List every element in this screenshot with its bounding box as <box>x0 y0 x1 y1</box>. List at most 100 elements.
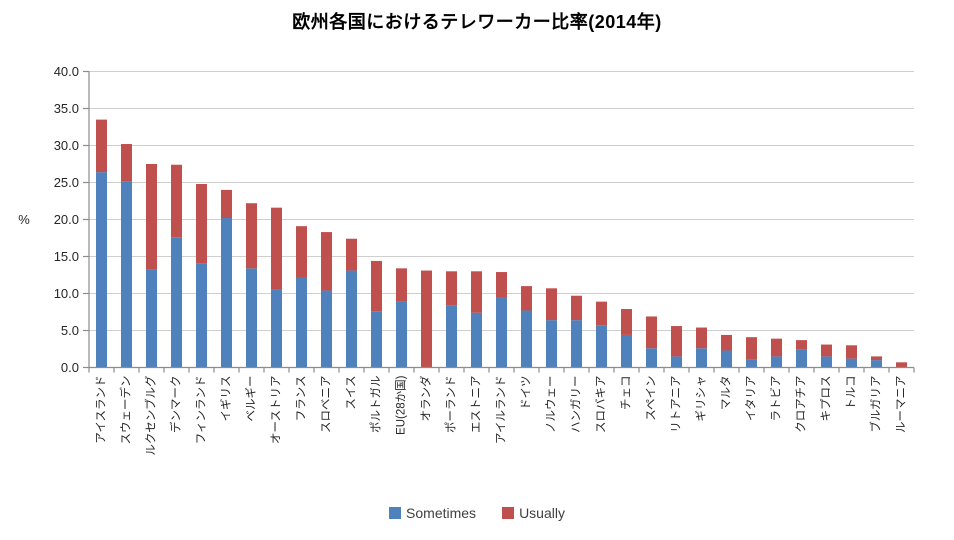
bar-sometimes-29 <box>821 356 832 368</box>
bar-usually-1 <box>121 144 132 182</box>
y-tick-label: 0.0 <box>61 360 79 375</box>
y-tick-label: 15.0 <box>54 249 79 264</box>
x-category-label: イタリア <box>745 376 758 422</box>
bar-usually-0 <box>96 119 107 173</box>
x-category-label: ギリシャ <box>695 376 708 422</box>
bar-usually-21 <box>621 309 632 335</box>
bar-usually-12 <box>396 268 407 302</box>
bar-sometimes-18 <box>546 320 557 368</box>
bar-usually-26 <box>746 337 757 360</box>
bar-usually-17 <box>521 286 532 311</box>
bar-usually-4 <box>196 183 207 264</box>
x-category-label: スウェーデン <box>119 376 133 445</box>
bar-usually-9 <box>321 232 332 291</box>
bar-sometimes-4 <box>196 263 207 368</box>
bar-sometimes-1 <box>121 181 132 368</box>
y-tick-label: 20.0 <box>54 212 79 227</box>
bar-usually-10 <box>346 238 357 271</box>
bar-usually-19 <box>571 295 582 321</box>
bar-sometimes-22 <box>646 348 657 368</box>
chart-title: 欧州各国におけるテレワーカー比率(2014年) <box>292 12 662 32</box>
bar-usually-24 <box>696 327 707 349</box>
legend-swatch-sometimes-icon <box>389 507 402 519</box>
x-category-label: リトアニア <box>671 376 683 433</box>
bar-sometimes-10 <box>346 270 357 368</box>
bar-usually-5 <box>221 189 232 219</box>
bar-usually-7 <box>271 207 282 290</box>
x-category-label: ルクセンブルグ <box>144 375 158 456</box>
bar-usually-30 <box>846 345 857 359</box>
x-category-label: ベルギー <box>245 376 258 422</box>
bar-usually-6 <box>246 203 257 269</box>
bar-usually-22 <box>646 316 657 349</box>
x-category-label: ラトビア <box>770 376 783 422</box>
y-tick-label: 40.0 <box>54 64 79 79</box>
bar-sometimes-5 <box>221 218 232 368</box>
x-category-label: キプロス <box>820 376 833 422</box>
x-category-label: アイルランド <box>496 376 508 444</box>
bar-usually-32 <box>896 362 907 368</box>
legend-item-sometimes: Sometimes <box>389 505 476 521</box>
x-category-label: デンマーク <box>169 376 183 434</box>
x-category-label: スロベニア <box>321 376 333 434</box>
bar-sometimes-3 <box>171 237 182 368</box>
chart-legend: Sometimes Usually <box>0 505 954 521</box>
x-category-label: ブルガリア <box>869 376 883 433</box>
bar-sometimes-30 <box>846 358 857 368</box>
bar-sometimes-31 <box>871 360 882 368</box>
legend-item-usually: Usually <box>502 505 565 521</box>
bar-usually-3 <box>171 164 182 238</box>
bar-sometimes-8 <box>296 277 307 368</box>
bar-sometimes-28 <box>796 349 807 368</box>
x-category-label: オランダ <box>419 375 433 421</box>
x-category-label: マルタ <box>720 376 733 411</box>
x-category-label: スイス <box>346 376 358 410</box>
bar-usually-28 <box>796 340 807 350</box>
legend-label-sometimes: Sometimes <box>406 505 477 521</box>
bar-usually-27 <box>771 338 782 357</box>
x-category-label: ドイツ <box>521 376 533 411</box>
bar-usually-20 <box>596 301 607 326</box>
bar-usually-2 <box>146 164 157 270</box>
bar-usually-11 <box>371 260 382 312</box>
bar-sometimes-21 <box>621 334 632 368</box>
x-category-label: ルーマニア <box>896 376 908 434</box>
x-category-label: ポーランド <box>445 376 458 434</box>
bar-sometimes-26 <box>746 359 757 368</box>
x-category-label: ハンガリー <box>570 376 583 434</box>
bar-sometimes-19 <box>571 320 582 368</box>
bar-sometimes-11 <box>371 311 382 368</box>
bar-usually-31 <box>871 356 882 361</box>
x-category-label: クロアチア <box>795 376 808 433</box>
bar-sometimes-20 <box>596 325 607 368</box>
bar-sometimes-12 <box>396 301 407 368</box>
bar-sometimes-24 <box>696 348 707 368</box>
bar-sometimes-23 <box>671 356 682 368</box>
bar-usually-29 <box>821 344 832 357</box>
y-tick-label: 5.0 <box>61 323 79 338</box>
bar-sometimes-7 <box>271 289 282 368</box>
x-category-label: フランス <box>296 376 308 422</box>
bar-usually-23 <box>671 326 682 357</box>
bar-usually-16 <box>496 272 507 298</box>
bar-sometimes-17 <box>521 310 532 368</box>
bar-sometimes-15 <box>471 312 482 368</box>
bar-sometimes-27 <box>771 356 782 368</box>
bar-sometimes-25 <box>721 350 732 368</box>
bar-sometimes-14 <box>446 305 457 368</box>
bar-sometimes-2 <box>146 269 157 368</box>
bar-sometimes-0 <box>96 172 107 368</box>
x-category-label: フィンランド <box>196 376 208 445</box>
y-tick-label: 10.0 <box>54 286 79 301</box>
x-category-label: EU(28か国) <box>395 375 408 435</box>
bar-usually-8 <box>296 226 307 278</box>
x-category-label: ポルトガル <box>370 376 383 434</box>
x-category-label: チェコ <box>620 376 633 411</box>
bar-sometimes-16 <box>496 297 507 368</box>
y-tick-label: 35.0 <box>54 101 79 116</box>
x-category-label: ノルウェー <box>545 376 558 434</box>
x-category-label: スロバキア <box>595 376 608 434</box>
x-category-label: トルコ <box>846 376 858 410</box>
